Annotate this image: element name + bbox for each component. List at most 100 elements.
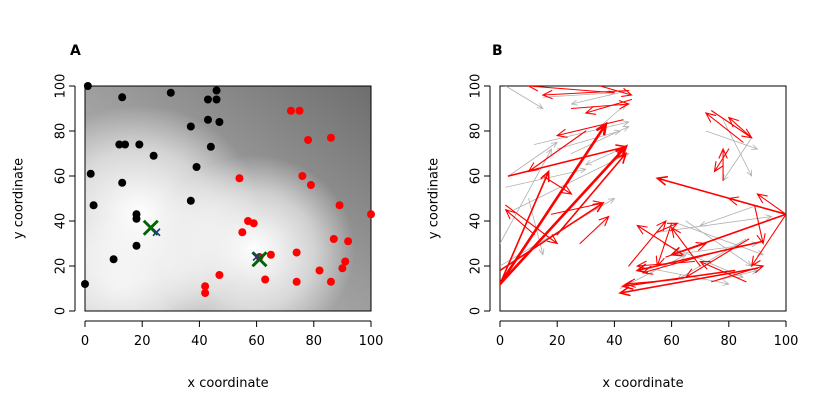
y-tick-label: 80 <box>469 123 484 140</box>
x-axis-label: x coordinate <box>602 376 683 391</box>
movement-arrow <box>628 219 667 267</box>
y-axis-label: y coordinate <box>427 158 442 239</box>
data-point <box>235 174 244 183</box>
data-point <box>261 275 270 284</box>
panel-b-arrows <box>500 86 786 297</box>
data-point <box>238 228 247 237</box>
panel-a-frame <box>84 85 372 312</box>
data-point <box>109 255 118 264</box>
movement-arrow <box>550 200 605 215</box>
x-tick-label: 0 <box>496 334 504 349</box>
x-axis-label: x coordinate <box>187 376 268 391</box>
movement-arrow <box>665 242 708 258</box>
data-point <box>115 140 124 149</box>
movement-arrow <box>727 116 753 139</box>
data-point <box>132 214 141 223</box>
data-point <box>201 282 210 291</box>
movement-arrow <box>505 204 559 245</box>
data-point <box>86 169 95 178</box>
x-tick-label: 80 <box>306 334 323 349</box>
movement-arrow <box>636 224 684 256</box>
movement-arrow <box>507 144 628 177</box>
data-point <box>341 257 350 266</box>
movement-arrow <box>542 175 573 195</box>
data-point <box>135 140 144 149</box>
data-point <box>83 82 92 90</box>
background-arrow <box>500 148 552 244</box>
data-point <box>335 201 344 210</box>
x-tick-label: 40 <box>606 334 623 349</box>
panel-b-axes: 0 20 40 60 80 100 0 20 40 60 80 100 x coordinate y co… <box>427 43 799 391</box>
data-point <box>298 172 307 180</box>
panel-b: 0 20 40 60 80 100 0 20 40 60 80 100 x coordinate y co… <box>427 43 799 391</box>
data-point <box>201 289 210 297</box>
movement-arrow <box>756 193 786 215</box>
y-tick-label: 20 <box>469 258 484 275</box>
data-point <box>192 163 201 171</box>
data-point <box>304 136 313 144</box>
y-tick-label: 0 <box>54 307 69 315</box>
movement-arrow <box>624 278 678 288</box>
data-point <box>89 201 98 210</box>
panel-a-axes: 0 20 40 60 80 100 0 20 40 60 80 100 x coordinate y co… <box>12 43 384 391</box>
panel-a-points <box>81 82 375 297</box>
data-point <box>118 93 127 102</box>
y-tick-label: 100 <box>469 74 484 99</box>
movement-arrow <box>750 213 786 268</box>
movement-arrow <box>556 152 628 236</box>
panel-label: A <box>70 43 81 59</box>
data-point <box>215 271 224 279</box>
data-point <box>249 219 258 228</box>
movement-arrow <box>655 175 786 216</box>
movement-arrow <box>698 260 747 283</box>
movement-arrow <box>711 264 765 283</box>
data-point <box>315 266 324 275</box>
data-point <box>367 210 375 219</box>
background-arrow <box>705 130 759 150</box>
data-point <box>266 250 275 259</box>
y-tick-label: 80 <box>54 123 69 140</box>
data-point <box>118 178 127 187</box>
panel-label: B <box>492 43 503 59</box>
movement-arrow <box>718 147 728 182</box>
data-point <box>186 196 195 205</box>
data-point <box>203 115 212 124</box>
data-point <box>344 237 353 246</box>
background-arrow <box>505 86 544 110</box>
movement-arrow <box>527 86 615 94</box>
y-tick-label: 40 <box>54 213 69 230</box>
data-point <box>121 140 130 149</box>
panel-a: 0 20 40 60 80 100 0 20 40 60 80 100 x coordinate y co… <box>12 43 384 391</box>
background-arrow <box>699 204 758 227</box>
movement-arrow <box>655 222 673 268</box>
x-tick-label: 80 <box>721 334 738 349</box>
x-tick-label: 60 <box>663 334 680 349</box>
movement-arrow <box>541 89 630 100</box>
data-point <box>338 264 347 273</box>
y-tick-label: 60 <box>54 168 69 185</box>
x-tick-label: 0 <box>81 334 89 349</box>
data-point <box>295 106 304 115</box>
movement-arrow <box>579 215 610 245</box>
background-arrow <box>508 141 559 177</box>
movement-arrow <box>570 100 631 110</box>
movement-arrow <box>555 119 624 138</box>
background-arrow <box>571 126 630 154</box>
data-point <box>286 106 295 115</box>
x-tick-label: 20 <box>549 334 566 349</box>
x-tick-label: 60 <box>248 334 265 349</box>
x-tick-label: 40 <box>191 334 208 349</box>
centroid-marker <box>152 228 161 237</box>
data-point <box>326 133 335 142</box>
x-tick-label: 100 <box>774 334 799 349</box>
data-point <box>81 280 89 288</box>
movement-arrow <box>618 267 759 297</box>
data-point <box>326 277 335 286</box>
data-point <box>206 142 215 151</box>
movement-arrow <box>635 260 696 270</box>
data-point <box>149 151 158 160</box>
data-point <box>215 118 224 126</box>
movement-arrow <box>704 112 744 143</box>
data-point <box>292 277 301 286</box>
